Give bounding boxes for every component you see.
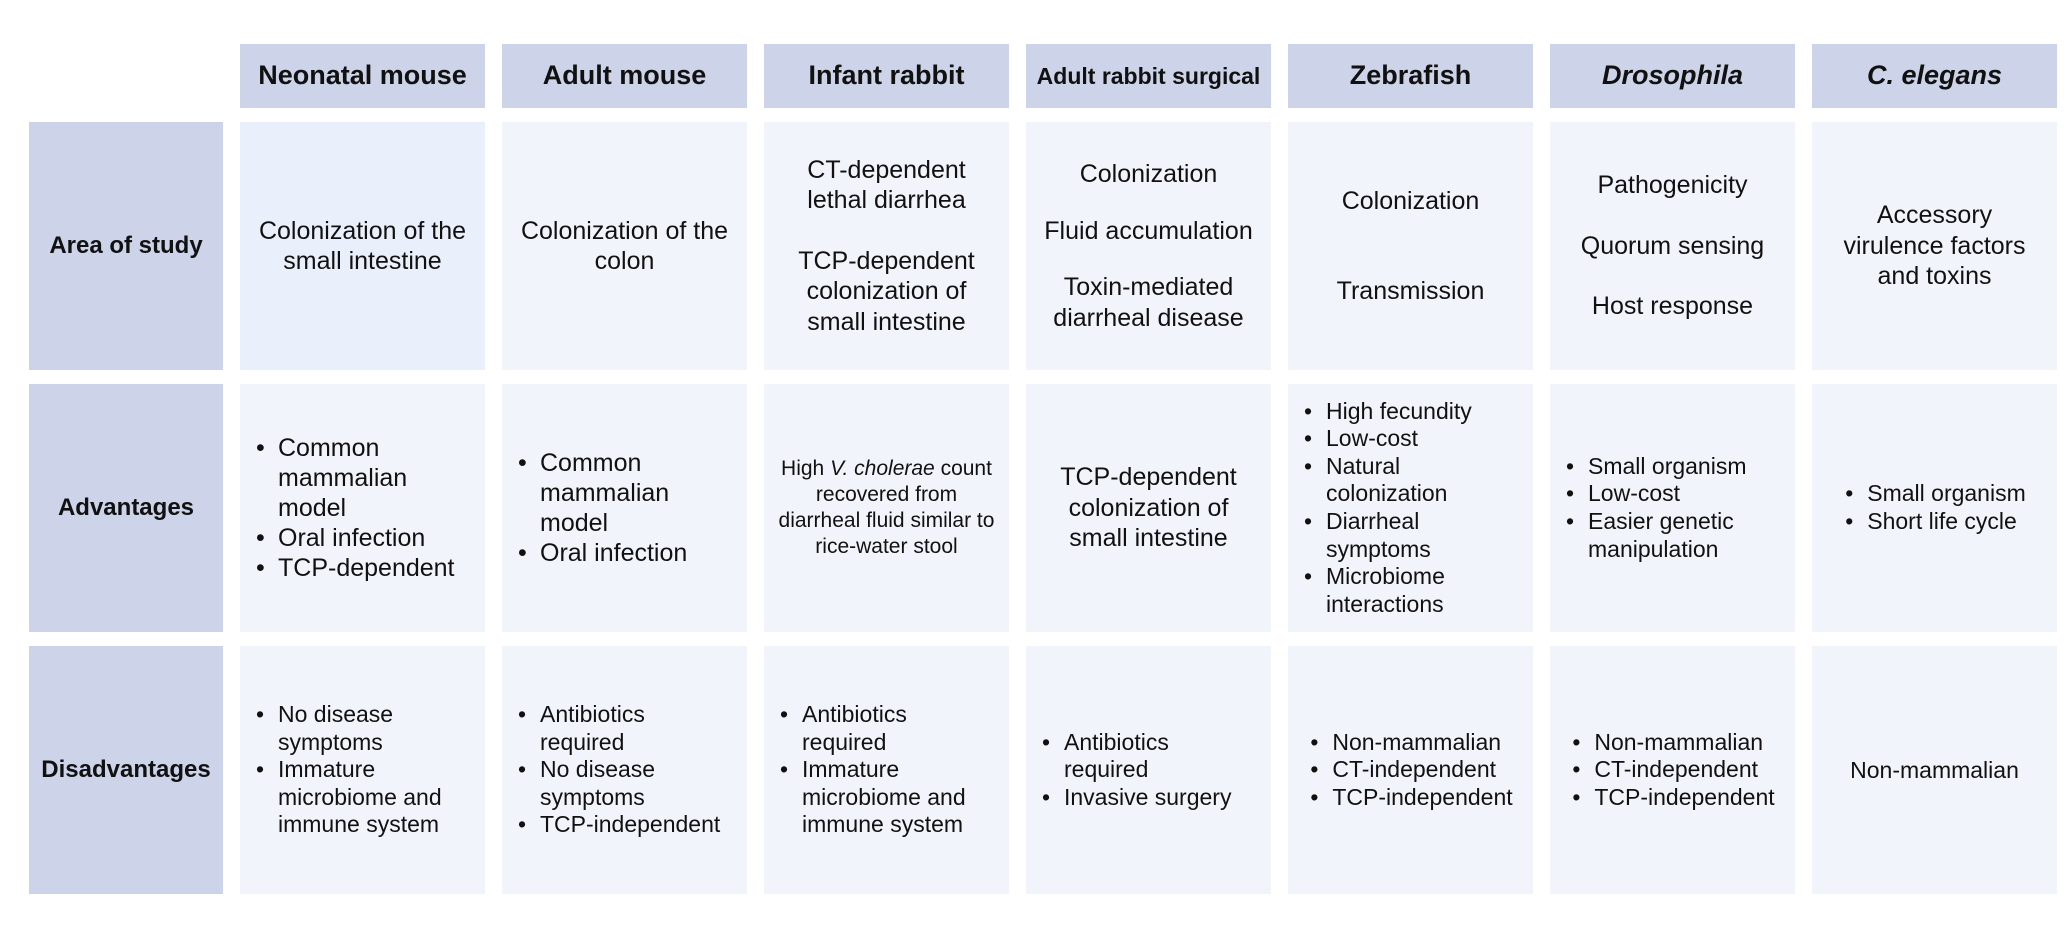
disadvantages-adult-mouse: Antibiotics required No disease symptoms…	[502, 646, 747, 894]
area-item: Colonization	[1341, 186, 1480, 215]
list-item: Invasive surgery	[1040, 784, 1257, 812]
list-item: Immature microbiome and immune system	[778, 756, 995, 839]
list-item: Oral infection	[516, 538, 733, 568]
header-adult-rabbit-surgical: Adult rabbit surgical	[1026, 44, 1271, 108]
area-item: Fluid accumulation	[1044, 216, 1253, 245]
advantages-text: TCP-dependent colonization of small inte…	[1060, 463, 1237, 553]
header-zebrafish: Zebrafish	[1288, 44, 1533, 108]
list-item: TCP-dependent	[254, 553, 471, 583]
disadvantages-c-elegans: Non-mammalian	[1812, 646, 2057, 894]
list-item: Antibiotics required	[1040, 729, 1257, 784]
list-item: CT-independent	[1308, 756, 1512, 784]
area-item: Transmission	[1336, 277, 1485, 305]
row-label-advantages: Advantages	[29, 384, 223, 632]
header-c-elegans: C. elegans	[1812, 44, 2057, 108]
area-zebrafish: Colonization Transmission	[1288, 122, 1533, 370]
header-neonatal-mouse: Neonatal mouse	[240, 44, 485, 108]
row-label-area-of-study: Area of study	[29, 122, 223, 370]
header-drosophila: Drosophila	[1550, 44, 1795, 108]
disadvantages-infant-rabbit: Antibiotics required Immature microbiome…	[764, 646, 1009, 894]
list-item: Non-mammalian	[1308, 729, 1512, 757]
list-item: Diarrheal symptoms	[1302, 508, 1519, 563]
area-item: Pathogenicity	[1597, 171, 1748, 200]
row-label-disadvantages: Disadvantages	[29, 646, 223, 894]
area-text: Colonization of the colon	[520, 216, 729, 276]
area-item: Toxin-mediated diarrheal disease	[1053, 273, 1244, 332]
list-item: Microbiome interactions	[1302, 563, 1519, 618]
list-item: Non-mammalian	[1570, 729, 1774, 757]
area-adult-mouse: Colonization of the colon	[502, 122, 747, 370]
species-name: V. cholerae	[830, 456, 935, 480]
advantages-neonatal-mouse: Common mammalian model Oral infection TC…	[240, 384, 485, 632]
list-item: Antibiotics required	[516, 701, 733, 756]
advantages-infant-rabbit: High V. cholerae count recovered from di…	[764, 384, 1009, 632]
list-item: Immature microbiome and immune system	[254, 756, 471, 839]
list-item: No disease symptoms	[516, 756, 733, 811]
list-item: CT-independent	[1570, 756, 1774, 784]
area-item: Quorum sensing	[1580, 231, 1765, 260]
area-item: Host response	[1591, 292, 1754, 321]
list-item: Natural colonization	[1302, 453, 1519, 508]
advantages-zebrafish: High fecundity Low-cost Natural coloniza…	[1288, 384, 1533, 632]
disadvantages-adult-rabbit: Antibiotics required Invasive surgery	[1026, 646, 1271, 894]
list-item: High fecundity	[1302, 398, 1519, 426]
list-item: Common mammalian model	[254, 433, 471, 523]
list-item: Oral infection	[254, 523, 471, 553]
list-item: TCP-independent	[516, 811, 733, 839]
area-text: Accessory virulence factors and toxins	[1843, 201, 2026, 291]
advantages-adult-mouse: Common mammalian model Oral infection	[502, 384, 747, 632]
list-item: Small organism	[1564, 453, 1781, 481]
list-item: Low-cost	[1302, 425, 1519, 453]
area-infant-rabbit: CT-dependent lethal diarrhea TCP-depende…	[764, 122, 1009, 370]
corner-empty	[29, 44, 223, 108]
area-text: Colonization of the small intestine	[258, 216, 467, 276]
list-item: No disease symptoms	[254, 701, 471, 756]
list-item: Easier genetic manipulation	[1564, 508, 1781, 563]
area-item: CT-dependent lethal diarrhea	[807, 155, 966, 215]
area-adult-rabbit: Colonization Fluid accumulation Toxin-me…	[1026, 122, 1271, 370]
list-item: Short life cycle	[1843, 508, 2026, 536]
advantages-adult-rabbit: TCP-dependent colonization of small inte…	[1026, 384, 1271, 632]
list-item: TCP-independent	[1570, 784, 1774, 812]
text-prefix: High	[781, 456, 831, 480]
disadvantages-text: Non-mammalian	[1850, 756, 2019, 783]
area-drosophila: Pathogenicity Quorum sensing Host respon…	[1550, 122, 1795, 370]
list-item: TCP-independent	[1308, 784, 1512, 812]
area-item: Colonization	[1079, 160, 1218, 188]
advantages-c-elegans: Small organism Short life cycle	[1812, 384, 2057, 632]
disadvantages-drosophila: Non-mammalian CT-independent TCP-indepen…	[1550, 646, 1795, 894]
advantages-text: High V. cholerae count recovered from di…	[778, 456, 995, 561]
header-infant-rabbit: Infant rabbit	[764, 44, 1009, 108]
advantages-drosophila: Small organism Low-cost Easier genetic m…	[1550, 384, 1795, 632]
disadvantages-zebrafish: Non-mammalian CT-independent TCP-indepen…	[1288, 646, 1533, 894]
area-c-elegans: Accessory virulence factors and toxins	[1812, 122, 2057, 370]
list-item: Antibiotics required	[778, 701, 995, 756]
list-item: Low-cost	[1564, 480, 1781, 508]
list-item: Common mammalian model	[516, 448, 733, 538]
area-neonatal-mouse: Colonization of the small intestine	[240, 122, 485, 370]
text-suffix: count recovered from diarrheal fluid sim…	[778, 456, 995, 559]
header-adult-mouse: Adult mouse	[502, 44, 747, 108]
list-item: Small organism	[1843, 480, 2026, 508]
area-item: TCP-dependent colonization of small inte…	[798, 246, 975, 336]
disadvantages-neonatal-mouse: No disease symptoms Immature microbiome …	[240, 646, 485, 894]
comparison-table: Neonatal mouse Adult mouse Infant rabbit…	[29, 44, 2057, 894]
